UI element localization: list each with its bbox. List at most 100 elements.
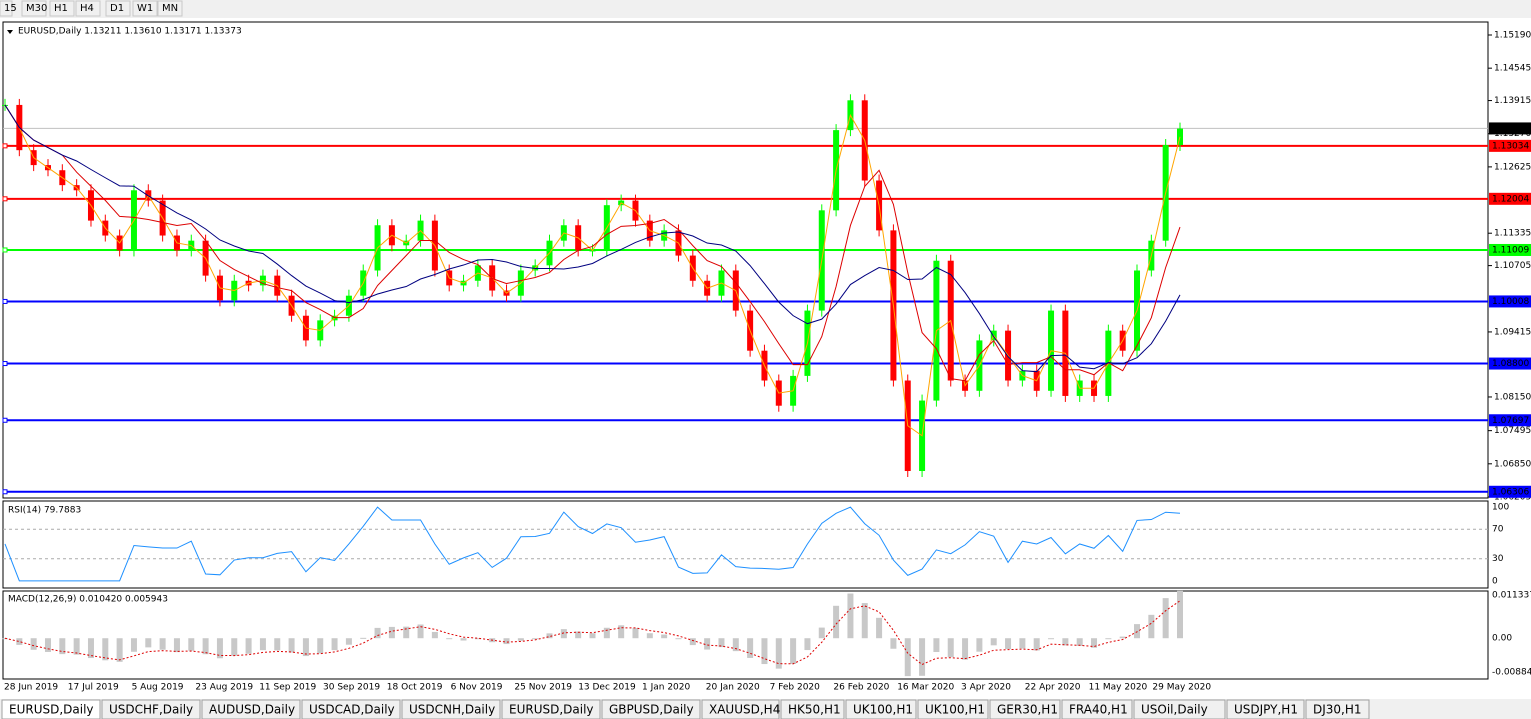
macd-header: MACD(12,26,9) 0.010420 0.005943 xyxy=(8,595,168,605)
macd-bar xyxy=(933,638,940,652)
tab-label[interactable]: UK100,H1 xyxy=(925,703,985,717)
tab-label[interactable]: UK100,H1 xyxy=(853,703,913,717)
tab[interactable] xyxy=(501,699,601,719)
tab[interactable] xyxy=(989,699,1061,719)
tab[interactable] xyxy=(1305,699,1370,719)
tab[interactable] xyxy=(1226,699,1305,719)
tab-label[interactable]: HK50,H1 xyxy=(788,703,841,717)
tab[interactable] xyxy=(917,699,989,719)
level-label: 1.11009 xyxy=(1492,245,1529,255)
macd-bar xyxy=(1162,598,1169,639)
level-label: 1.08800 xyxy=(1492,359,1529,369)
tab-label[interactable]: FRA40,H1 xyxy=(1069,703,1128,717)
tab-label[interactable]: DJ30,H1 xyxy=(1313,703,1362,717)
timeframe-label[interactable]: H4 xyxy=(80,3,94,14)
tab[interactable] xyxy=(1061,699,1133,719)
timeframe-label[interactable]: 15 xyxy=(4,3,17,14)
timeframe-button[interactable] xyxy=(21,0,47,17)
tab-label[interactable]: USOil,Daily xyxy=(1141,703,1208,717)
macd-bar xyxy=(861,603,868,639)
macd-bar xyxy=(1119,636,1126,639)
timeframe-label[interactable]: W1 xyxy=(137,3,153,14)
macd-bar xyxy=(73,638,80,655)
tab[interactable] xyxy=(780,699,845,719)
tab[interactable] xyxy=(701,699,780,719)
macd-bar xyxy=(532,638,539,640)
tab-label[interactable]: EURUSD,Daily xyxy=(509,703,594,717)
chart-header: EURUSD,Daily 1.13211 1.13610 1.13171 1.1… xyxy=(18,27,242,37)
tab[interactable] xyxy=(101,699,201,719)
level-marker xyxy=(2,247,8,253)
tab-label[interactable]: USDCNH,Daily xyxy=(409,703,495,717)
macd-bar xyxy=(231,638,238,656)
timeframe-label[interactable]: D1 xyxy=(110,3,124,14)
main-panel xyxy=(2,21,1489,499)
macd-bar xyxy=(216,638,223,659)
macd-bar xyxy=(603,627,610,639)
level-label: 1.12004 xyxy=(1492,194,1529,204)
macd-bar xyxy=(403,626,410,639)
macd-bar xyxy=(431,631,438,639)
tab-label[interactable]: GBPUSD,Daily xyxy=(609,703,694,717)
tab-label[interactable]: USDCAD,Daily xyxy=(309,703,395,717)
date-label: 3 Apr 2020 xyxy=(961,683,1011,693)
macd-bar xyxy=(460,638,467,641)
level-label: 1.13034 xyxy=(1492,141,1529,151)
macd-bar xyxy=(202,638,209,655)
tab-label[interactable]: XAUUSD,H4 xyxy=(709,703,780,717)
level-label-box xyxy=(1489,295,1531,308)
y-tick-label: 1.07495 xyxy=(1494,426,1531,436)
date-label: 1 Jan 2020 xyxy=(642,683,690,693)
macd-bar xyxy=(1091,638,1098,648)
macd-bar xyxy=(302,638,309,657)
macd-bar xyxy=(145,638,152,648)
rsi-line xyxy=(4,506,1181,582)
macd-bar xyxy=(374,627,381,639)
timeframe-button[interactable] xyxy=(0,0,13,17)
macd-bar xyxy=(718,638,725,648)
tab-label[interactable]: USDJPY,H1 xyxy=(1234,703,1298,717)
tab-label[interactable]: GER30,H1 xyxy=(997,703,1058,717)
macd-signal xyxy=(4,600,1181,666)
timeframe-button[interactable] xyxy=(75,0,101,17)
macd-bar xyxy=(245,638,252,654)
timeframe-button[interactable] xyxy=(49,0,75,17)
macd-bar xyxy=(761,638,768,665)
macd-bar xyxy=(1062,638,1069,646)
macd-bar xyxy=(560,629,567,639)
date-label: 23 Aug 2019 xyxy=(195,683,253,693)
date-label: 26 Feb 2020 xyxy=(833,683,889,693)
y-tick-label: 1.13915 xyxy=(1494,96,1531,106)
level-label: 1.06306 xyxy=(1492,487,1529,497)
timeframe-label[interactable]: MN xyxy=(162,3,178,14)
level-label-box xyxy=(1489,192,1531,205)
tab-label[interactable]: EURUSD,Daily xyxy=(9,703,94,717)
tab[interactable] xyxy=(845,699,917,719)
macd-bar xyxy=(517,638,524,641)
tab[interactable] xyxy=(1,699,101,719)
tab[interactable] xyxy=(401,699,501,719)
macd-bar xyxy=(804,638,811,651)
y-tick-label: 1.09415 xyxy=(1494,327,1531,337)
macd-bar xyxy=(704,638,711,650)
macd-bar xyxy=(575,631,582,639)
tab-label[interactable]: AUDUSD,Daily xyxy=(209,703,295,717)
tab[interactable] xyxy=(1133,699,1226,719)
timeframe-button[interactable] xyxy=(132,0,158,17)
macd-bar xyxy=(919,638,926,676)
moving-average xyxy=(4,104,1181,382)
tab-label[interactable]: USDCHF,Daily xyxy=(109,703,193,717)
tab[interactable] xyxy=(201,699,301,719)
level-marker xyxy=(2,143,8,149)
macd-bar xyxy=(962,638,969,660)
macd-bar xyxy=(646,633,653,639)
tab[interactable] xyxy=(601,699,701,719)
tab[interactable] xyxy=(301,699,401,719)
macd-bar xyxy=(818,627,825,639)
timeframe-label[interactable]: M30 xyxy=(26,3,47,14)
timeframe-button[interactable] xyxy=(105,0,131,17)
macd-bar xyxy=(87,638,94,659)
timeframe-button[interactable] xyxy=(157,0,183,17)
timeframe-label[interactable]: H1 xyxy=(54,3,68,14)
level-marker xyxy=(2,417,8,423)
